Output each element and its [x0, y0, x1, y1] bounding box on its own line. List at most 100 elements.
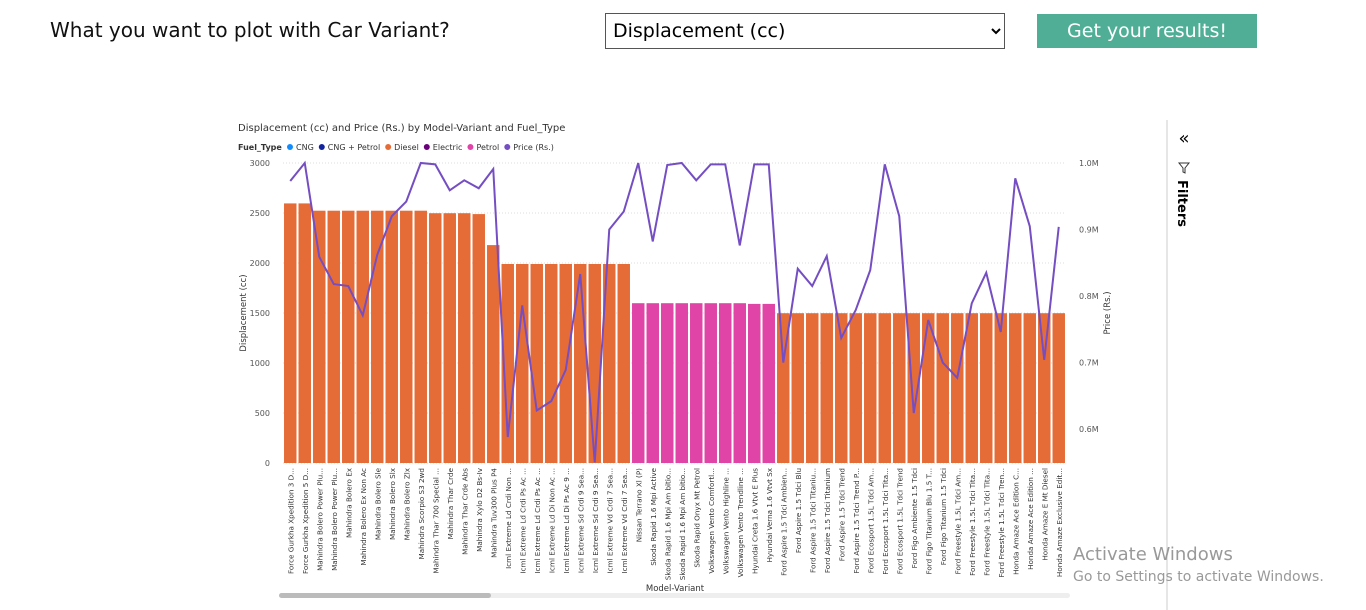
- x-tick-label: Icml Extreme Ld Crdi Ps Ac ...: [533, 468, 542, 574]
- x-tick-label: Ford Aspire 1.5 Tdci Titaniu...: [808, 468, 817, 573]
- y2-tick-label: 1.0M: [1079, 159, 1099, 168]
- bar: [385, 210, 398, 463]
- y-tick-label: 2500: [250, 209, 270, 218]
- price-line: [289, 160, 1060, 463]
- bar: [313, 210, 326, 463]
- x-axis-title: Model-Variant: [646, 584, 705, 594]
- bar: [472, 214, 485, 463]
- legend-swatch: [385, 144, 392, 150]
- bar: [849, 313, 862, 463]
- y2-axis-title: Price (Rs.): [1103, 291, 1113, 334]
- bar: [907, 313, 920, 463]
- y-tick-label: 0: [265, 459, 270, 468]
- filters-label[interactable]: Filters: [1174, 180, 1189, 227]
- bar: [414, 210, 427, 463]
- bar: [980, 313, 993, 463]
- bar: [704, 303, 717, 463]
- x-tick-label: Ford Aspire 1.5 Tdci Blu: [794, 468, 803, 553]
- x-tick-label: Volkswagen Vento Comfortl...: [707, 468, 716, 574]
- x-tick-label: Ford Figo Titanium Blu 1.5 T...: [924, 468, 933, 574]
- x-tick-label: Mahindra Bolero Sle: [373, 467, 382, 540]
- bar: [342, 210, 355, 463]
- collapse-icon[interactable]: «: [1178, 128, 1189, 149]
- x-tick-label: Skoda Rapid 1.6 Mpi Active: [649, 467, 658, 565]
- x-tick-label: Ford Freestyle 1.5L Tdci Am...: [953, 468, 962, 574]
- results-button[interactable]: Get your results!: [1037, 14, 1257, 48]
- x-tick-label: Ford Aspire 1.5 Tdci Trend: [837, 468, 846, 561]
- bar: [791, 313, 804, 463]
- bar: [1052, 313, 1065, 463]
- x-tick-label: Icml Extreme Vd Crdi 7 Sea...: [620, 468, 629, 573]
- bar: [1023, 313, 1036, 463]
- watermark-title: Activate Windows: [1073, 544, 1233, 565]
- x-tick-label: Skoda Rapid 1.6 Mpi Am bitio...: [678, 468, 687, 580]
- bar: [458, 213, 471, 463]
- chart-title: Displacement (cc) and Price (Rs.) by Mod…: [238, 123, 565, 134]
- y2-tick-label: 0.7M: [1079, 359, 1099, 368]
- legend-swatch: [318, 144, 325, 150]
- plot-select[interactable]: Displacement (cc): [605, 13, 1005, 49]
- x-tick-label: Mahindra Bolero Ex Non Ac: [359, 468, 368, 566]
- legend-label: Petrol: [476, 143, 499, 152]
- bar: [675, 303, 688, 463]
- x-tick-label: Ford Aspire 1.5 Tdci Titanium: [823, 468, 832, 573]
- y2-tick-label: 0.9M: [1079, 226, 1099, 235]
- x-tick-label: Icml Extreme Vd Crdi 7 Sea...: [605, 468, 614, 573]
- x-tick-label: Ford Aspire 1.5 Tdci Trend P...: [852, 468, 861, 574]
- question: What you want to plot with Car Variant?: [50, 18, 450, 42]
- bar: [487, 245, 500, 463]
- x-tick-label: Icml Extreme Sd Crdi 9 Sea...: [591, 468, 600, 573]
- x-tick-label: Force Gurkha Xpedition 3 D...: [286, 468, 295, 574]
- bar: [922, 313, 935, 463]
- filter-icon: [1177, 162, 1191, 174]
- x-tick-label: Skoda Rapid 1.6 Mpi Am bitio...: [663, 468, 672, 580]
- bar: [994, 313, 1007, 463]
- x-tick-label: Icml Extreme Ld Crdi Ps Ac ...: [518, 468, 527, 574]
- y-tick-label: 1000: [250, 359, 270, 368]
- x-tick-label: Mahindra Thar Crde Abs: [460, 468, 469, 555]
- x-tick-label: Honda Amaze Ace Edition ...: [1026, 468, 1035, 570]
- x-tick-label: Icml Extreme Sd Crdi 9 Sea...: [576, 468, 585, 573]
- x-tick-label: Mahindra Bolero Zlx: [402, 467, 411, 540]
- x-tick-label: Ford Ecosport 1.5L Tdci Tita...: [881, 468, 890, 575]
- x-tick-label: Hyundai Creta 1.6 Vtvt E Plus: [750, 468, 759, 574]
- legend-swatch: [287, 144, 293, 150]
- x-tick-label: Mahindra Bolero Power Plu...: [315, 468, 324, 571]
- bar: [1009, 313, 1022, 463]
- x-tick-label: Mahindra Xylo D2 Bs-Iv: [475, 467, 484, 552]
- bar: [371, 210, 384, 463]
- x-tick-label: Hyundai Verna 1.6 Vtvt Sx: [765, 467, 774, 562]
- bar: [748, 303, 761, 463]
- x-tick-label: Ford Freestyle 1.5L Tdci Tita...: [982, 468, 991, 576]
- x-tick-label: Mahindra Thar Crde: [446, 467, 455, 539]
- bar: [777, 313, 790, 463]
- bar: [951, 313, 964, 463]
- legend-label: CNG + Petrol: [328, 143, 380, 152]
- bar: [429, 213, 442, 463]
- y-axis-title: Displacement (cc): [239, 274, 249, 351]
- bar: [719, 303, 732, 463]
- bar: [400, 210, 413, 463]
- legend-label: Price (Rs.): [513, 143, 554, 152]
- bar: [646, 303, 659, 463]
- legend-swatch: [504, 144, 511, 150]
- bar: [1038, 313, 1051, 463]
- x-tick-label: Icml Extreme Ld Crdi Non ...: [504, 468, 513, 569]
- bar: [632, 303, 645, 463]
- bar: [516, 264, 529, 463]
- x-tick-label: Mahindra Tuv300 Plus P4: [489, 468, 498, 558]
- legend-label: Diesel: [394, 143, 419, 152]
- bar: [284, 203, 297, 463]
- legend-swatch: [467, 144, 474, 150]
- y-tick-label: 3000: [250, 159, 270, 168]
- x-tick-label: Mahindra Bolero Ex: [344, 467, 353, 538]
- bar: [530, 264, 543, 463]
- bar: [835, 313, 848, 463]
- x-tick-label: Honda Amaze E Mt Diesel: [1040, 468, 1049, 561]
- legend-label: CNG: [296, 143, 314, 152]
- x-tick-label: Ford Aspire 1.5 Tdci Ambien...: [779, 468, 788, 576]
- y2-tick-label: 0.6M: [1079, 425, 1099, 434]
- bar: [878, 313, 891, 463]
- scrollbar-thumb[interactable]: [279, 593, 491, 598]
